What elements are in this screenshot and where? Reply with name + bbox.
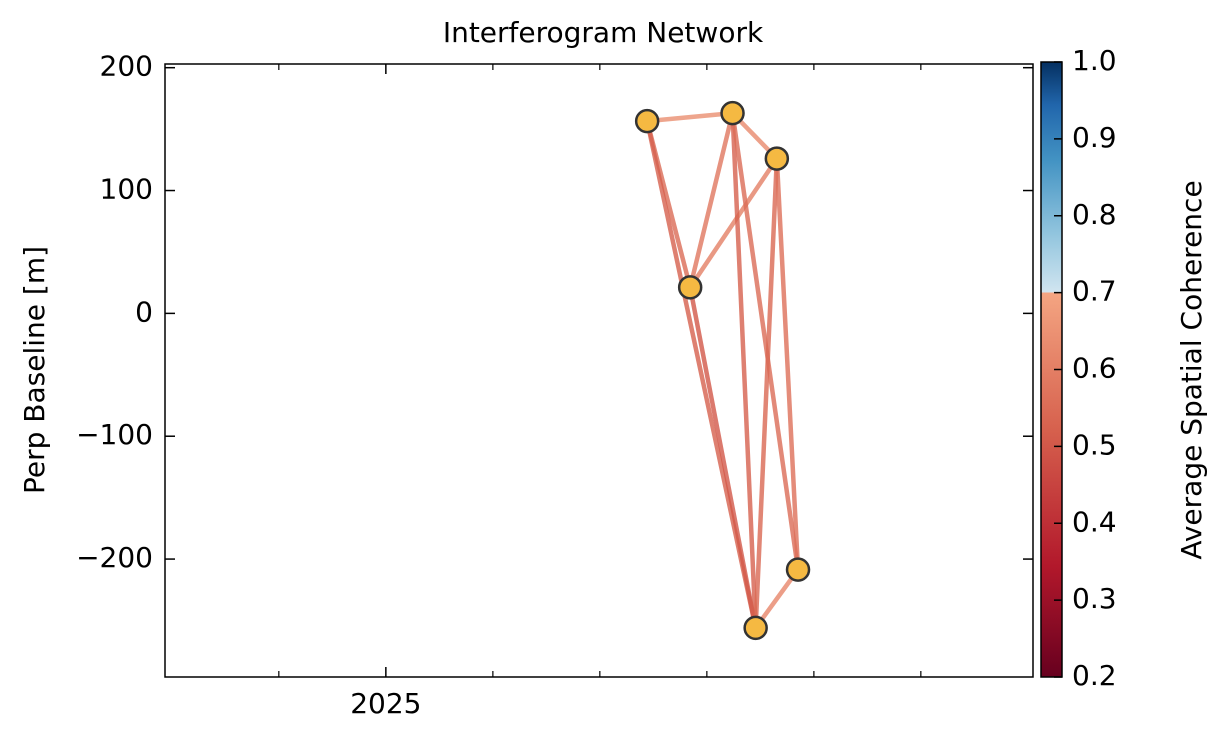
edge bbox=[730, 110, 758, 631]
colorbar-tick-label: 0.7 bbox=[1072, 275, 1117, 308]
edge bbox=[644, 110, 735, 124]
acquisition-point bbox=[743, 615, 768, 641]
colorbar-tick-label: 0.5 bbox=[1072, 428, 1117, 461]
colorbar-tick-label: 0.9 bbox=[1072, 121, 1117, 154]
y-axis-label: Perp Baseline [m] bbox=[18, 246, 51, 494]
colorbar-tick-label: 0.8 bbox=[1072, 198, 1117, 231]
plot-frame bbox=[164, 63, 1034, 678]
edge bbox=[730, 110, 801, 572]
acquisition-point bbox=[785, 557, 811, 582]
edge bbox=[687, 285, 758, 631]
colorbar-tick-label: 1.0 bbox=[1072, 44, 1117, 77]
edge bbox=[774, 156, 801, 572]
y-tick-label: 0 bbox=[135, 295, 153, 328]
edge bbox=[687, 110, 735, 290]
acquisition-point bbox=[720, 100, 745, 126]
colorbar-tick-label: 0.3 bbox=[1072, 582, 1117, 615]
x-tick-label: 2025 bbox=[350, 687, 421, 720]
edge bbox=[687, 156, 780, 290]
edge bbox=[753, 156, 780, 631]
colorbar-tick-label: 0.2 bbox=[1072, 659, 1117, 692]
acquisition-point bbox=[634, 108, 660, 134]
colorbar-tick-label: 0.6 bbox=[1072, 352, 1117, 385]
colorbar-frame bbox=[1040, 61, 1063, 678]
y-tick-label: −100 bbox=[76, 418, 153, 451]
colorbar-label: Average Spatial Coherence bbox=[1175, 180, 1208, 559]
acquisition-point bbox=[764, 146, 790, 171]
y-tick-label: −200 bbox=[76, 541, 153, 574]
chart-title: Interferogram Network bbox=[443, 16, 764, 49]
colorbar-tick-label: 0.4 bbox=[1072, 505, 1117, 538]
y-tick-label: 200 bbox=[100, 50, 153, 83]
y-tick-label: 100 bbox=[100, 173, 153, 206]
acquisition-point bbox=[677, 275, 703, 300]
